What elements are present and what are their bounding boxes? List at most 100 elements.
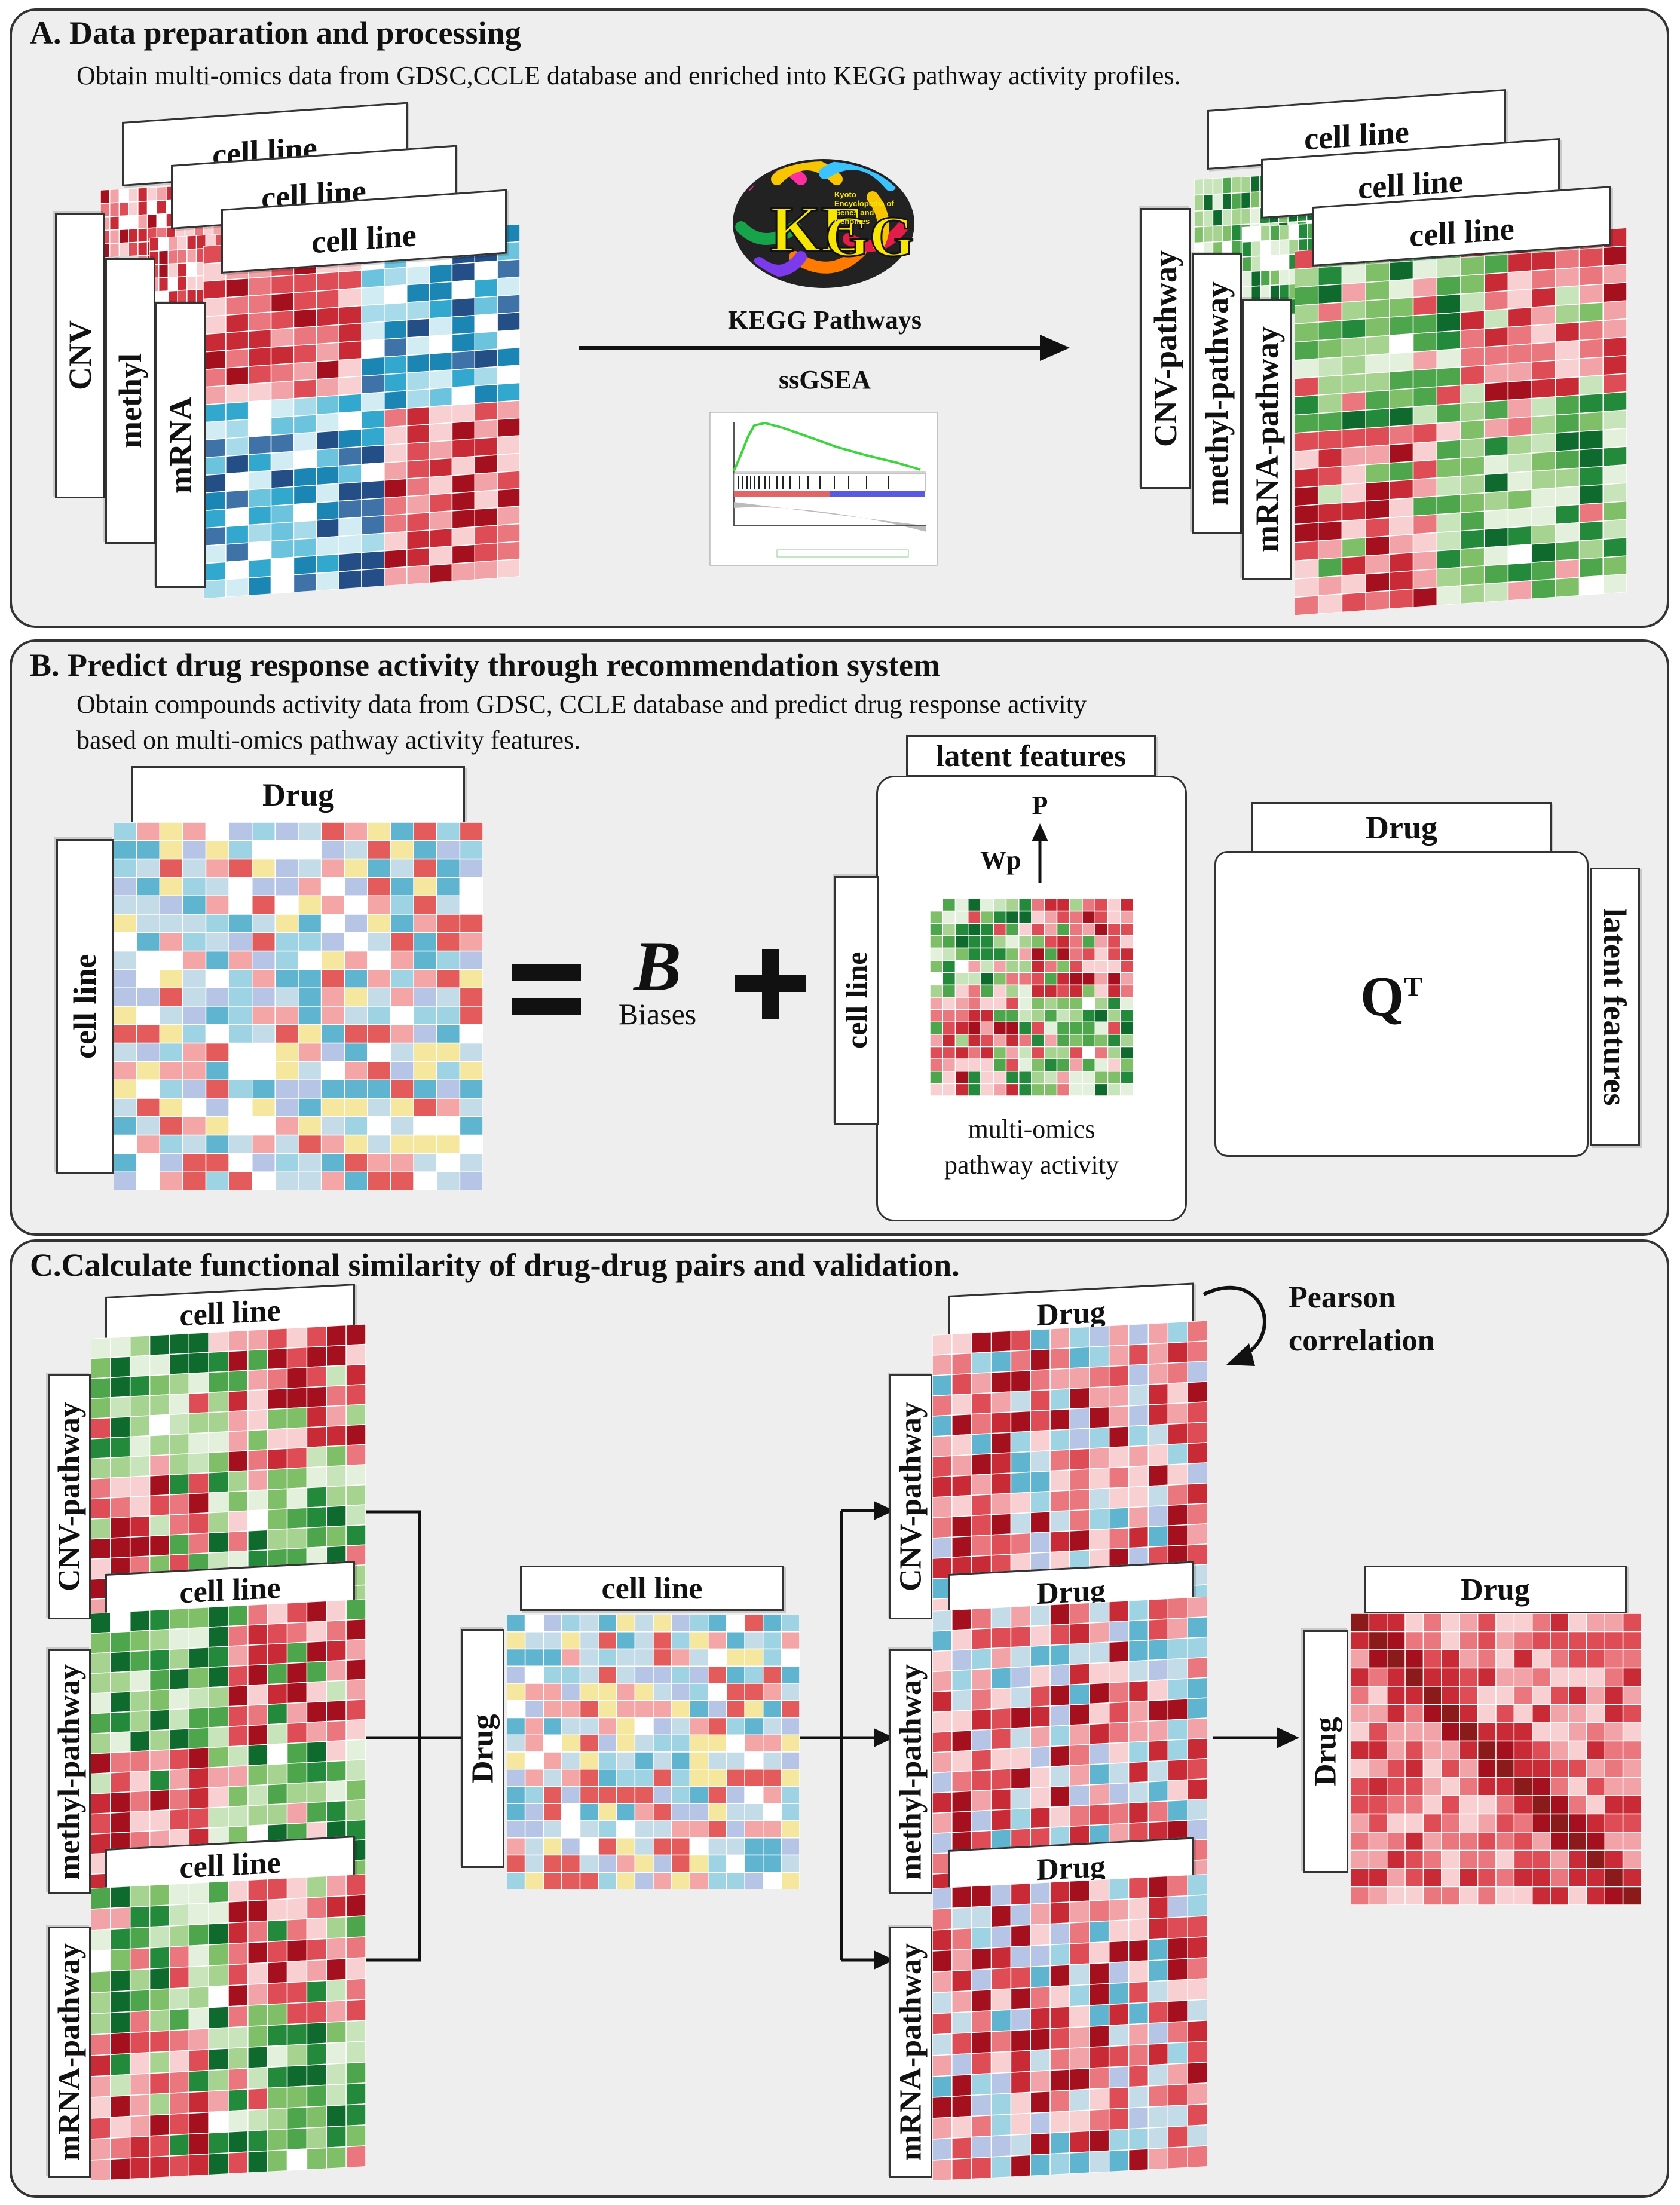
heatmap-cell xyxy=(971,1708,992,1731)
heatmap-cell xyxy=(1094,1046,1109,1059)
heatmap-cell xyxy=(1049,1490,1070,1512)
heatmap-cell xyxy=(169,1607,190,1630)
heatmap-cell xyxy=(367,1079,391,1099)
heatmap-cell xyxy=(1550,1631,1569,1650)
heatmap-cell xyxy=(1513,1740,1533,1760)
heatmap-cell xyxy=(1187,1677,1207,1699)
heatmap-cell xyxy=(1550,1832,1569,1851)
heatmap-cell xyxy=(990,1330,1012,1353)
heatmap-cell xyxy=(149,1789,170,1812)
heatmap-cell xyxy=(208,1665,229,1688)
heatmap-cell xyxy=(252,950,276,970)
heatmap-cell xyxy=(1094,923,1109,936)
heatmap-cell xyxy=(316,359,339,380)
heatmap-cell xyxy=(203,350,227,370)
heatmap-cell xyxy=(726,1734,745,1753)
heatmap-cell xyxy=(951,1750,972,1772)
heatmap-cell xyxy=(306,1761,328,1783)
heatmap-cell xyxy=(129,1670,151,1692)
heatmap-cell xyxy=(1412,532,1438,553)
heatmap-cell xyxy=(1212,225,1223,243)
heatmap-cell xyxy=(954,899,969,912)
heatmap-cell xyxy=(968,984,981,998)
heatmap-cell xyxy=(507,1854,526,1873)
heatmap-cell xyxy=(634,1769,654,1787)
heatmap-cell xyxy=(186,275,197,291)
heatmap-cell xyxy=(208,1331,229,1353)
heatmap-cell xyxy=(726,1648,745,1667)
heatmap-cell xyxy=(274,1024,299,1044)
heatmap-cell xyxy=(228,1350,249,1372)
heatmap-cell xyxy=(413,1116,437,1136)
heatmap-cell xyxy=(980,1034,994,1048)
heatmap-cell xyxy=(345,1698,366,1721)
heatmap-cell xyxy=(208,1964,229,1987)
heatmap-cell xyxy=(345,1598,366,1621)
heatmap-cell xyxy=(316,289,339,310)
heatmap-cell xyxy=(159,840,183,860)
heatmap-cell xyxy=(1460,365,1485,386)
heatmap-cell xyxy=(653,1700,672,1719)
heatmap-cell xyxy=(1404,1631,1424,1650)
heatmap-cell xyxy=(1317,338,1343,360)
heatmap-cell xyxy=(507,1872,526,1889)
heatmap-cell xyxy=(1513,1722,1533,1742)
heatmap-cell xyxy=(1513,1704,1533,1723)
heatmap-cell xyxy=(91,1928,111,1952)
latent-cellline-label: cell line xyxy=(834,876,879,1125)
ssgsea-label: ssGSEA xyxy=(778,365,871,394)
heatmap-cell xyxy=(459,1061,483,1080)
heatmap-cell xyxy=(326,1465,347,1487)
heatmap-cell xyxy=(188,1452,209,1475)
heatmap-cell xyxy=(436,932,461,952)
heatmap-cell xyxy=(1167,1402,1188,1425)
heatmap-cell xyxy=(1507,361,1532,382)
heatmap-cell xyxy=(367,1116,391,1136)
heatmap-cell xyxy=(932,1609,953,1632)
heatmap-cell xyxy=(91,1337,111,1359)
heatmap-cell xyxy=(980,1009,994,1022)
heatmap-cell xyxy=(1030,1450,1051,1473)
heatmap-cell xyxy=(1604,1886,1624,1905)
heatmap-cell xyxy=(671,1734,690,1753)
heatmap-cell xyxy=(1018,910,1032,924)
heatmap-cell xyxy=(1351,1777,1370,1796)
heatmap-cell xyxy=(270,451,295,471)
heatmap-cell xyxy=(247,1878,268,1902)
heatmap-cell xyxy=(1368,1613,1388,1633)
heatmap-cell xyxy=(1147,1917,1169,1940)
heatmap-cell xyxy=(1550,1704,1569,1723)
heatmap-cell xyxy=(228,1765,249,1787)
heatmap-cell xyxy=(228,1330,249,1352)
heatmap-cell xyxy=(954,1034,969,1048)
heatmap-cell xyxy=(298,1061,322,1080)
heatmap-cell xyxy=(320,1024,345,1044)
heatmap-cell xyxy=(149,1809,170,1832)
heatmap-cell xyxy=(110,1650,131,1673)
heatmap-cell xyxy=(781,1820,800,1839)
heatmap-cell xyxy=(286,1507,308,1530)
heatmap-cell xyxy=(436,1061,461,1080)
heatmap-cell xyxy=(247,1489,268,1512)
heatmap-cell xyxy=(1031,997,1045,1010)
heatmap-cell xyxy=(497,558,520,579)
heatmap-cell xyxy=(1441,1613,1460,1633)
heatmap-cell xyxy=(951,2157,972,2181)
heatmap-cell xyxy=(951,1948,972,1972)
heatmap-cell xyxy=(951,1885,972,1909)
heatmap-cell xyxy=(1483,472,1509,494)
heatmap-cell xyxy=(345,2124,366,2148)
heatmap-cell xyxy=(1069,1428,1090,1450)
heatmap-cell xyxy=(524,1665,544,1684)
heatmap-cell xyxy=(951,1474,972,1497)
heatmap-cell xyxy=(1507,252,1532,273)
heatmap-cell xyxy=(406,318,430,338)
heatmap-cell xyxy=(1295,267,1319,288)
heatmap-cell xyxy=(114,950,137,970)
heatmap-cell xyxy=(1513,1849,1533,1869)
heatmap-cell xyxy=(267,1488,288,1511)
heatmap-cell xyxy=(247,1704,268,1726)
heatmap-cell xyxy=(436,1153,461,1172)
heatmap-cell xyxy=(1295,431,1319,452)
heatmap-cell xyxy=(298,1171,322,1190)
